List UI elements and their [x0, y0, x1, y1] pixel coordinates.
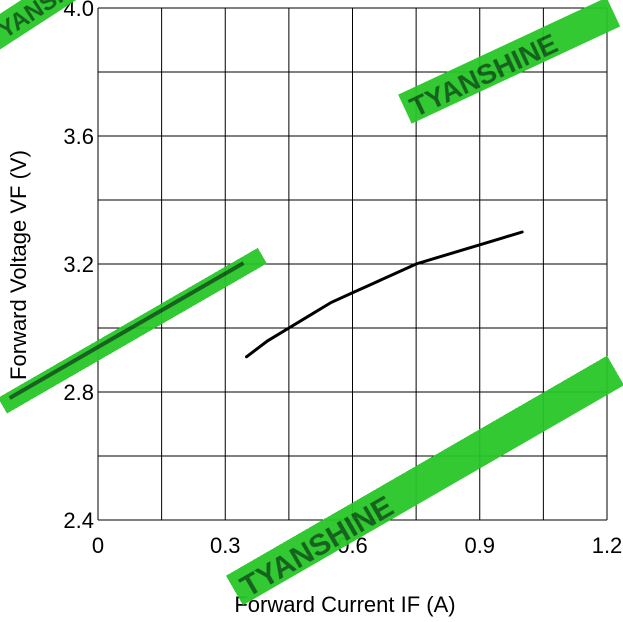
y-tick-label: 2.8: [63, 380, 94, 405]
x-tick-label: 0.3: [210, 533, 241, 558]
y-tick-label: 3.2: [63, 252, 94, 277]
y-tick-label: 4.0: [63, 0, 94, 21]
y-tick-label: 2.4: [63, 508, 94, 533]
series-layer: [245, 230, 524, 359]
grid: [97, 7, 608, 521]
x-tick-label: 0.9: [464, 533, 495, 558]
watermark-logo-text: TYANSHINE: [405, 28, 562, 123]
series-line: [245, 230, 524, 359]
y-tick-labels: 2.4 2.8 3.2 3.6 4.0: [63, 0, 94, 533]
watermark-logo-text: TYANSHINE: [235, 490, 399, 604]
y-tick-label: 3.6: [63, 124, 94, 149]
x-tick-label: 0: [92, 533, 104, 558]
x-axis-label: Forward Current IF (A): [234, 592, 455, 617]
y-axis-label: Forward Voltage VF (V): [6, 150, 31, 380]
x-tick-label: 1.2: [592, 533, 623, 558]
